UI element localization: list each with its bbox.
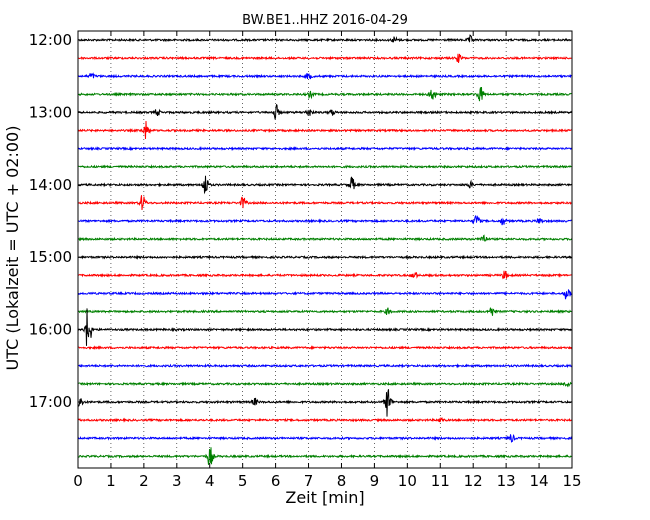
- trace-line: [78, 308, 572, 346]
- x-axis-ticks: 0 1 2 3 4 5 6 7 8 9 10 11 12 13 14 15: [73, 31, 582, 490]
- chart-title: BW.BE1..HHZ 2016-04-29: [242, 13, 408, 28]
- x-tick-label: 1: [106, 472, 116, 490]
- y-tick-label: 12:00: [29, 31, 72, 49]
- trace-line: [78, 215, 572, 226]
- x-tick-label: 3: [172, 472, 182, 490]
- trace-line: [78, 164, 572, 170]
- x-tick-label: 12: [464, 472, 483, 490]
- trace-line: [78, 289, 572, 300]
- x-tick-label: 11: [431, 472, 450, 490]
- x-tick-label: 13: [497, 472, 516, 490]
- x-tick-label: 6: [271, 472, 281, 490]
- trace-line: [78, 363, 572, 369]
- trace-line: [78, 103, 572, 120]
- y-tick-label: 17:00: [29, 393, 72, 411]
- trace-line: [78, 146, 572, 152]
- y-tick-label: 15:00: [29, 248, 72, 266]
- trace-line: [78, 121, 572, 139]
- trace-line: [78, 270, 572, 280]
- trace-line: [78, 447, 572, 465]
- trace-line: [78, 72, 572, 80]
- trace-line: [78, 433, 572, 443]
- trace-line: [78, 195, 572, 211]
- x-tick-label: 9: [370, 472, 380, 490]
- x-tick-label: 14: [530, 472, 549, 490]
- trace-line: [78, 389, 572, 417]
- x-tick-label: 15: [562, 472, 581, 490]
- x-tick-label: 7: [304, 472, 314, 490]
- y-tick-label: 14:00: [29, 176, 72, 194]
- y-axis-label: UTC (Lokalzeit = UTC + 02:00): [3, 126, 22, 371]
- trace-line: [78, 254, 572, 260]
- trace-line: [78, 345, 572, 351]
- trace-line: [78, 86, 572, 102]
- y-tick-label: 16:00: [29, 321, 72, 339]
- x-axis-label: Zeit [min]: [285, 488, 364, 507]
- trace-line: [78, 34, 572, 43]
- x-tick-label: 2: [139, 472, 149, 490]
- trace-line: [78, 53, 572, 63]
- trace-line: [78, 234, 572, 243]
- trace-line: [78, 416, 572, 423]
- y-tick-label: 13:00: [29, 103, 72, 121]
- seismogram-traces: [78, 34, 572, 465]
- plot-frame: [77, 30, 573, 469]
- x-tick-label: 8: [337, 472, 347, 490]
- trace-line: [78, 381, 572, 388]
- x-tick-label: 10: [398, 472, 417, 490]
- trace-line: [78, 307, 572, 316]
- trace-line: [78, 175, 572, 195]
- x-tick-label: 5: [238, 472, 248, 490]
- grid-lines: [110, 31, 540, 468]
- y-axis-ticks: 12:00 13:00 14:00 15:00 16:00 17:00: [29, 31, 572, 411]
- x-tick-label: 4: [205, 472, 215, 490]
- x-tick-label: 0: [73, 472, 83, 490]
